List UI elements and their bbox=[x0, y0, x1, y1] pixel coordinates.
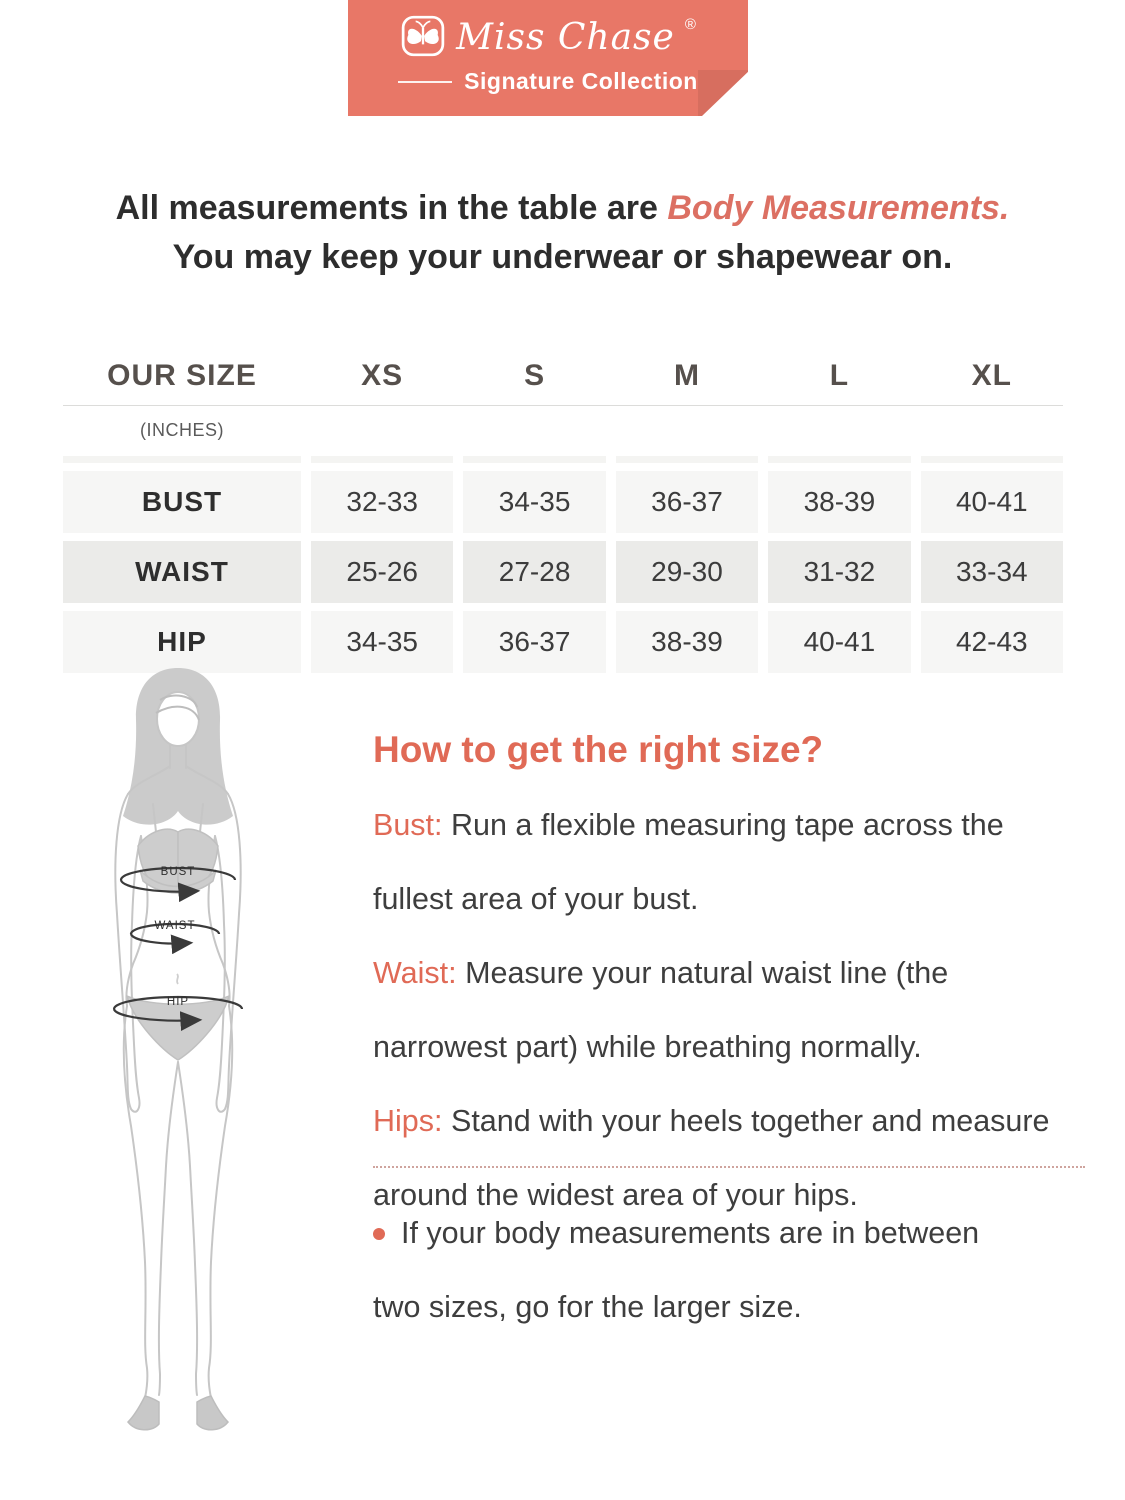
brand-name: Miss Chase bbox=[456, 17, 675, 58]
figure-waist-label: WAIST bbox=[155, 920, 196, 932]
bust-xs: 32-33 bbox=[311, 471, 454, 533]
between-sizes-note: If your body measurements are in between… bbox=[373, 1196, 1013, 1344]
registered-trademark: ® bbox=[684, 15, 696, 33]
guide-title: How to get the right size? bbox=[373, 729, 824, 770]
butterfly-frame-icon bbox=[400, 13, 446, 64]
bra bbox=[137, 828, 219, 894]
row-label-waist: WAIST bbox=[63, 541, 301, 603]
table-row-hip: HIP 34-35 36-37 38-39 40-41 42-43 bbox=[63, 611, 1063, 673]
left-shoe bbox=[126, 1395, 160, 1431]
intro-line-1: All measurements in the table are Body M… bbox=[0, 184, 1125, 233]
bust-arrow-ellipse bbox=[119, 866, 237, 881]
female-croquis-illustration: BUST WAIST HIP bbox=[112, 668, 244, 1431]
hip-l: 40-41 bbox=[768, 611, 911, 673]
panties bbox=[125, 994, 231, 1061]
hip-xs: 34-35 bbox=[311, 611, 454, 673]
table-row-bust: BUST 32-33 34-35 36-37 38-39 40-41 bbox=[63, 471, 1063, 533]
waist-xs: 25-26 bbox=[311, 541, 454, 603]
guide-item-hips: Hips: Stand with your heels together and… bbox=[373, 1084, 1073, 1232]
brand-banner: Miss Chase ® Signature Collection bbox=[348, 0, 748, 116]
hip-xl: 42-43 bbox=[920, 611, 1063, 673]
bullet-dot bbox=[373, 1228, 385, 1240]
bust-m: 36-37 bbox=[615, 471, 759, 533]
bust-s: 34-35 bbox=[463, 471, 606, 533]
note-text: If your body measurements are in between… bbox=[373, 1216, 980, 1324]
unit-label: (INCHES) bbox=[140, 419, 224, 440]
guide-text-bust: Run a flexible measuring tape across the… bbox=[373, 808, 1004, 916]
guide-item-waist: Waist: Measure your natural waist line (… bbox=[373, 936, 1073, 1084]
hip-m: 38-39 bbox=[615, 611, 759, 673]
guide-term-bust: Bust: bbox=[373, 808, 443, 842]
waist-l: 31-32 bbox=[768, 541, 911, 603]
brand-logo: Miss Chase ® bbox=[348, 0, 748, 64]
body-measurement-figure: BUST WAIST HIP bbox=[90, 662, 350, 1447]
figure-bust-label: BUST bbox=[161, 866, 196, 878]
guide-term-waist: Waist: bbox=[373, 956, 457, 990]
brand-tagline: Signature Collection bbox=[464, 68, 698, 94]
column-header-xl: XL bbox=[971, 359, 1012, 392]
waist-s: 27-28 bbox=[463, 541, 606, 603]
guide-item-bust: Bust: Run a flexible measuring tape acro… bbox=[373, 788, 1073, 936]
size-table-header-row: OUR SIZE XS S M L XL bbox=[63, 352, 1063, 400]
navel-mark bbox=[176, 973, 179, 985]
guide-text-hips: Stand with your heels together and measu… bbox=[373, 1104, 1050, 1212]
guide-term-hips: Hips: bbox=[373, 1104, 443, 1138]
column-header-m: M bbox=[673, 359, 700, 392]
hip-s: 36-37 bbox=[463, 611, 606, 673]
bust-l: 38-39 bbox=[768, 471, 911, 533]
waist-m: 29-30 bbox=[615, 541, 759, 603]
row-label-bust: BUST bbox=[63, 471, 301, 533]
tagline-rule bbox=[398, 80, 453, 83]
table-header-divider bbox=[63, 405, 1063, 406]
intro-line-2: You may keep your underwear or shapewear… bbox=[172, 238, 953, 276]
bust-xl: 40-41 bbox=[920, 471, 1063, 533]
row-label-hip: HIP bbox=[63, 611, 301, 673]
column-header-xs: XS bbox=[361, 359, 404, 392]
figure-hip-label: HIP bbox=[167, 996, 189, 1008]
banner-fold-corner bbox=[698, 70, 748, 116]
hip-arrow-ellipse bbox=[112, 995, 244, 1010]
intro-line1-prefix: All measurements in the table are bbox=[115, 189, 658, 227]
waist-xl: 33-34 bbox=[920, 541, 1063, 603]
brand-tagline-row: Signature Collection bbox=[348, 68, 748, 95]
table-row-waist: WAIST 25-26 27-28 29-30 31-32 33-34 bbox=[63, 541, 1063, 603]
table-top-strip bbox=[63, 456, 1063, 463]
right-shoe bbox=[196, 1395, 230, 1431]
guide-text-waist: Measure your natural waist line (the nar… bbox=[373, 956, 949, 1064]
column-header-s: S bbox=[524, 359, 546, 392]
size-table: OUR SIZE XS S M L XL (INCHES) BUST 32-33… bbox=[63, 352, 1063, 673]
column-header-l: L bbox=[829, 359, 850, 392]
sizing-guide: How to get the right size? Bust: Run a f… bbox=[373, 728, 1073, 1232]
waist-arrow-ellipse bbox=[129, 922, 221, 935]
unit-row: (INCHES) bbox=[63, 406, 1063, 448]
table-corner-label: OUR SIZE bbox=[107, 359, 257, 392]
intro-line1-highlight: Body Measurements. bbox=[667, 189, 1010, 227]
intro-heading: All measurements in the table are Body M… bbox=[0, 184, 1125, 282]
dotted-divider bbox=[373, 1166, 1085, 1168]
measurement-arrows bbox=[112, 866, 244, 1031]
